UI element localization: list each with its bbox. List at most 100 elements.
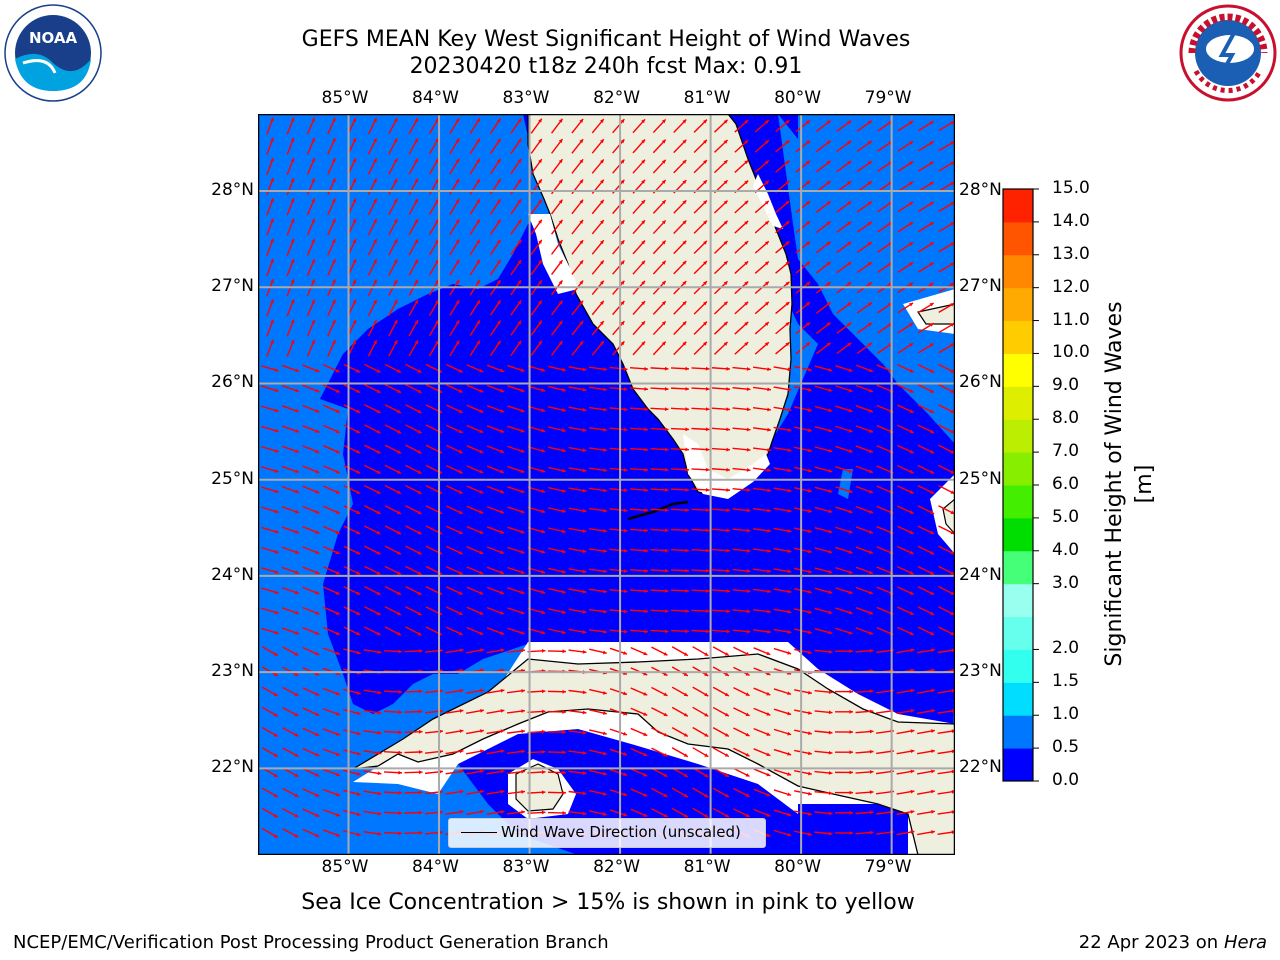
wind-wave-arrow [266, 299, 274, 317]
wind-wave-arrow [322, 768, 341, 777]
wind-wave-arrow [530, 158, 543, 175]
lon-tick-bottom: 84°W [412, 857, 459, 877]
wind-wave-arrow [266, 117, 274, 135]
wind-wave-arrow [836, 120, 852, 132]
wind-wave-arrow [897, 505, 914, 515]
wind-wave-arrow [548, 365, 566, 372]
wind-wave-arrow [486, 505, 505, 514]
wind-wave-arrow [897, 342, 914, 354]
wind-wave-arrow [896, 830, 915, 836]
wind-wave-arrow [510, 320, 522, 336]
wind-wave-arrow [367, 158, 378, 175]
footer-date: 22 Apr 2023 on Hera [1079, 932, 1267, 953]
wind-wave-arrow [671, 807, 689, 818]
wind-wave-arrow [629, 528, 649, 533]
wind-wave-arrow [428, 319, 440, 337]
wind-wave-arrow [794, 567, 812, 574]
wind-wave-arrow [917, 729, 935, 735]
wind-wave-arrow [814, 690, 833, 695]
wind-wave-arrow [917, 140, 935, 152]
wind-wave-arrow [383, 811, 403, 816]
lat-tick-right: 28°N [959, 179, 1002, 200]
wind-wave-arrow [754, 159, 770, 173]
lat-tick-right: 27°N [959, 276, 1002, 297]
wind-wave-arrow [629, 629, 649, 634]
wind-wave-arrow [629, 568, 649, 573]
wind-wave-arrow [897, 241, 914, 253]
wind-wave-arrow [388, 158, 398, 175]
wind-wave-arrow [651, 787, 668, 798]
wind-wave-arrow [775, 321, 790, 335]
wind-wave-arrow [322, 647, 341, 655]
wind-wave-arrow [814, 486, 833, 493]
wind-wave-arrow [507, 385, 525, 393]
wind-wave-arrow [446, 363, 463, 373]
wind-wave-arrow [384, 404, 402, 414]
wind-wave-arrow [732, 387, 751, 392]
wind-wave-arrow [551, 320, 563, 336]
wind-wave-arrow [527, 547, 546, 554]
wind-wave-arrow [446, 444, 463, 454]
wind-wave-arrow [855, 586, 874, 595]
wind-wave-arrow [629, 427, 649, 432]
wind-wave-arrow [693, 119, 708, 133]
lon-tick-top: 82°W [593, 88, 641, 108]
wind-wave-arrow [446, 404, 463, 414]
wind-wave-arrow [589, 749, 607, 756]
wind-wave-arrow [917, 181, 935, 192]
wind-wave-arrow [773, 628, 792, 634]
wind-wave-arrow [609, 447, 628, 452]
wind-wave-arrow [938, 141, 955, 152]
wind-wave-arrow [527, 627, 546, 635]
wind-wave-arrow [322, 384, 341, 393]
wind-wave-arrow [364, 505, 381, 515]
wind-wave-arrow [281, 405, 300, 413]
wind-wave-arrow [734, 321, 749, 335]
wind-wave-arrow [527, 466, 546, 473]
wind-wave-arrow [650, 548, 669, 553]
footer-date-text: 22 Apr 2023 on [1078, 932, 1224, 953]
wind-wave-arrow [711, 488, 731, 492]
wind-wave-arrow [855, 364, 874, 373]
wind-wave-arrow [609, 609, 628, 614]
wind-wave-arrow [428, 198, 440, 215]
wind-wave-arrow [794, 749, 812, 756]
lon-tick-top: 80°W [774, 88, 822, 108]
wind-wave-arrow [836, 221, 852, 233]
wind-wave-arrow [917, 161, 935, 172]
wind-wave-arrow [327, 117, 336, 135]
wind-wave-arrow [568, 710, 587, 715]
wind-wave-arrow [753, 707, 771, 716]
wind-wave-arrow [896, 708, 915, 715]
wind-wave-arrow [814, 811, 833, 816]
wind-wave-arrow [734, 240, 749, 254]
wind-wave-arrow [507, 445, 525, 453]
wind-wave-arrow [466, 648, 484, 654]
colorbar-tick-label: 2.0 [1052, 638, 1080, 659]
wind-wave-arrow [855, 648, 874, 653]
wind-wave-arrow [405, 525, 422, 535]
wind-wave-arrow [734, 220, 749, 234]
wind-wave-arrow [548, 527, 566, 534]
wind-wave-arrow [551, 219, 563, 235]
wind-wave-arrow [343, 789, 361, 796]
wind-wave-arrow [404, 709, 423, 714]
wind-wave-arrow [343, 424, 361, 434]
wind-wave-arrow [752, 507, 772, 513]
wind-wave-arrow [712, 767, 730, 778]
wind-wave-arrow [650, 528, 669, 533]
wind-wave-arrow [856, 241, 873, 253]
wind-wave-arrow [405, 404, 422, 414]
wind-wave-arrow [693, 159, 708, 174]
wind-wave-arrow [286, 157, 295, 176]
wind-wave-arrow [691, 487, 710, 492]
wind-wave-arrow [588, 366, 608, 372]
wind-wave-arrow [282, 787, 299, 798]
wind-wave-arrow [693, 199, 708, 214]
wind-wave-arrow [711, 387, 731, 391]
lat-tick-right: 23°N [959, 661, 1002, 682]
wind-wave-arrow [732, 508, 751, 513]
colorbar-tick-label: 8.0 [1052, 408, 1080, 429]
wind-wave-arrow [609, 708, 628, 716]
wind-wave-arrow [711, 407, 731, 412]
